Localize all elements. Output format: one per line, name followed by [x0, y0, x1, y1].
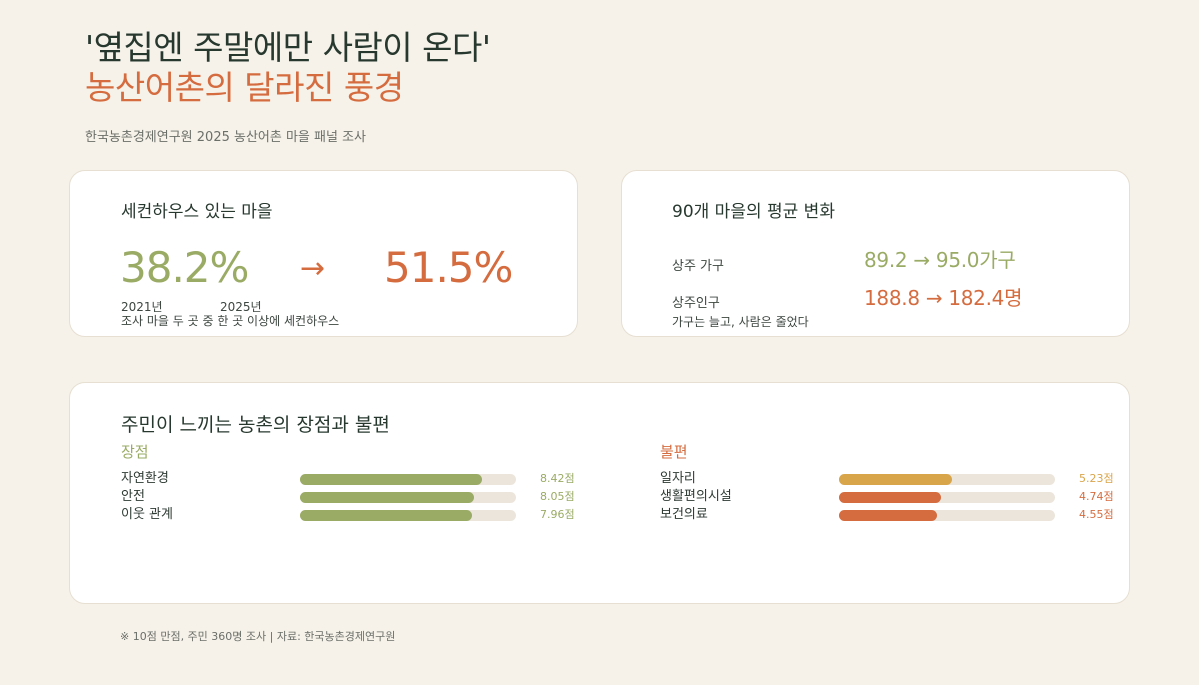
second-home-2025-value: 51.5%	[384, 243, 513, 292]
village-average-title: 90개 마을의 평균 변화	[672, 202, 835, 222]
change-arrow: →	[300, 251, 326, 286]
households-value: 89.2 → 95.0가구	[864, 248, 1016, 272]
page-subtitle: 한국농촌경제연구원 2025 농산어촌 마을 패널 조사	[85, 130, 366, 145]
footnote: ※ 10점 만점, 주민 360명 조사 | 자료: 한국농촌경제연구원	[120, 630, 396, 643]
pros-bar-label: 자연환경	[121, 471, 169, 486]
pros-bar-row: 안전 8.05점	[121, 489, 580, 507]
year-2021-label: 2021년	[121, 300, 163, 314]
cons-bar-row: 일자리 5.23점	[660, 471, 1119, 489]
cons-bar	[839, 510, 938, 521]
pros-bar	[300, 510, 472, 521]
pros-bar-row: 이웃 관계 7.96점	[121, 507, 580, 525]
second-home-2021-value: 38.2%	[120, 243, 249, 292]
second-home-title: 세컨하우스 있는 마을	[121, 202, 273, 222]
population-value: 188.8 → 182.4명	[864, 286, 1023, 310]
cons-bar-row: 생활편의시설 4.74점	[660, 489, 1119, 507]
header: '옆집엔 주말에만 사람이 온다' 농산어촌의 달라진 풍경 한국농촌경제연구원…	[85, 28, 491, 145]
cons-bar-label: 일자리	[660, 471, 696, 486]
population-label: 상주인구	[672, 296, 720, 311]
households-label: 상주 가구	[672, 259, 724, 274]
pros-bar	[300, 474, 482, 485]
second-home-card: 세컨하우스 있는 마을 38.2% → 51.5% 2021년 2025년 조사…	[69, 170, 578, 337]
cons-bar-label: 생활편의시설	[660, 489, 732, 504]
pros-bar-label: 안전	[121, 489, 145, 504]
year-2025-label: 2025년	[220, 300, 262, 314]
pros-bar-track	[300, 474, 516, 485]
cons-bar-row: 보건의료 4.55점	[660, 507, 1119, 525]
pros-bar-value: 8.05점	[540, 490, 575, 503]
pros-bar-row: 자연환경 8.42점	[121, 471, 580, 489]
satisfaction-title: 주민이 느끼는 농촌의 장점과 불편	[121, 414, 390, 436]
cons-bar-value: 4.74점	[1079, 490, 1114, 503]
cons-bar-value: 4.55점	[1079, 508, 1114, 521]
pros-bar-track	[300, 492, 516, 503]
pros-bar-value: 8.42점	[540, 472, 575, 485]
pros-bar	[300, 492, 474, 503]
pros-heading: 장점	[121, 443, 149, 461]
village-average-card: 90개 마을의 평균 변화 상주 가구 89.2 → 95.0가구 상주인구 1…	[621, 170, 1130, 337]
cons-bar-track	[839, 510, 1055, 521]
cons-bar-label: 보건의료	[660, 507, 708, 522]
cons-bar	[839, 474, 952, 485]
pros-bar-track	[300, 510, 516, 521]
page-title-accent: 농산어촌의 달라진 풍경	[85, 68, 404, 107]
cons-bar-track	[839, 492, 1055, 503]
cons-bar-track	[839, 474, 1055, 485]
village-average-note: 가구는 늘고, 사람은 줄었다	[672, 315, 809, 329]
page-title: '옆집엔 주말에만 사람이 온다'	[85, 28, 491, 67]
second-home-note: 조사 마을 두 곳 중 한 곳 이상에 세컨하우스	[121, 314, 340, 328]
cons-bar	[839, 492, 942, 503]
cons-bar-value: 5.23점	[1079, 472, 1114, 485]
pros-bar-label: 이웃 관계	[121, 507, 173, 522]
cons-heading: 불편	[660, 443, 688, 461]
pros-bar-value: 7.96점	[540, 508, 575, 521]
